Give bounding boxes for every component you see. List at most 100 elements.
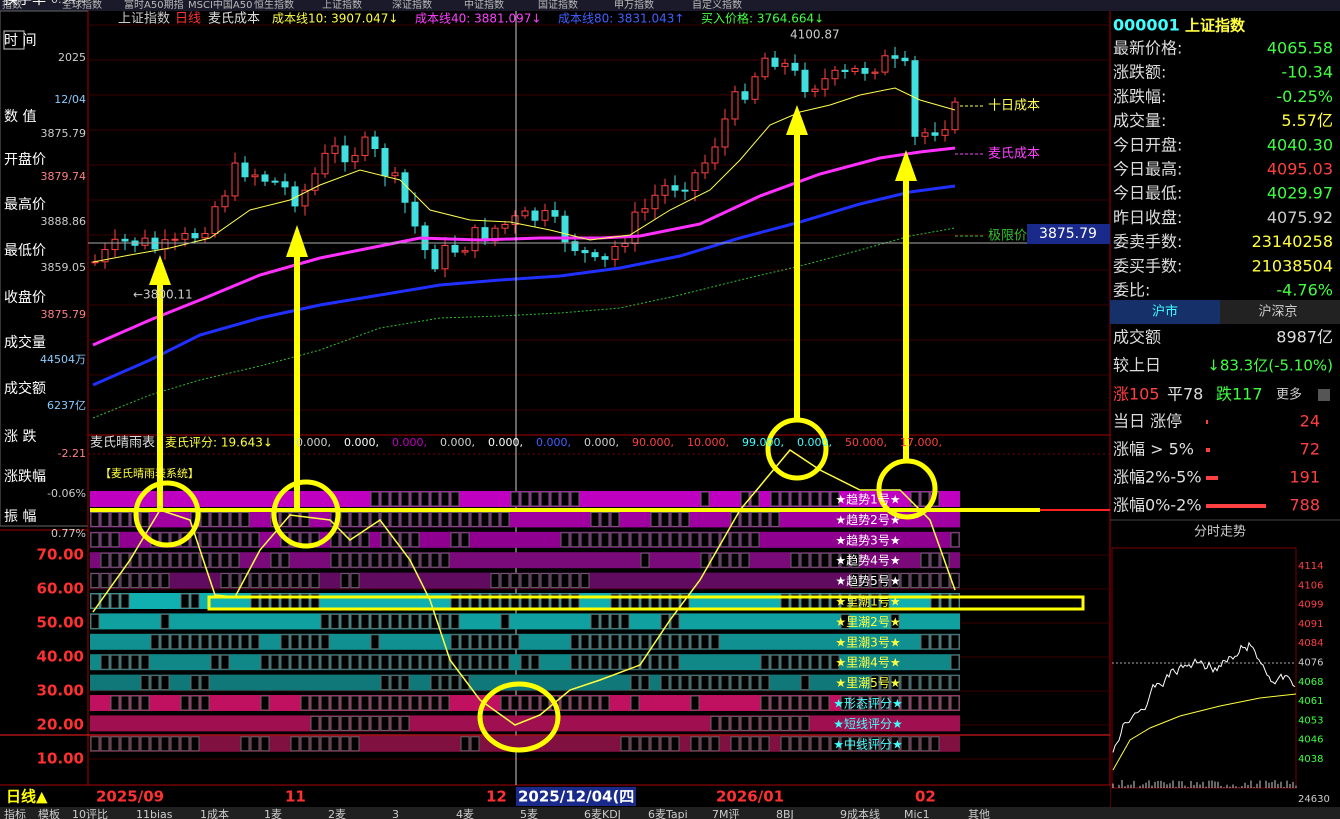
cell	[100, 552, 110, 568]
cell	[560, 532, 570, 548]
cell	[450, 675, 460, 691]
cell	[780, 491, 790, 507]
cell	[760, 511, 770, 527]
bottom-tab[interactable]: 5麦	[520, 808, 538, 819]
top-tab[interactable]: 申万指数	[614, 0, 654, 11]
market-tab[interactable]: 沪市	[1152, 304, 1178, 320]
info-value: 3879.74	[41, 170, 87, 183]
cell	[260, 654, 270, 670]
cell	[140, 511, 150, 527]
cell	[620, 736, 630, 752]
top-tab[interactable]: 富时A50期指	[124, 0, 184, 11]
top-tab[interactable]: 全球指数	[62, 0, 102, 11]
cell	[850, 736, 860, 752]
bottom-tab[interactable]: 其他	[968, 808, 990, 819]
bottom-tab[interactable]: 6麦KDJ	[584, 808, 621, 819]
cell	[410, 491, 420, 507]
info-value: 0.94%	[51, 0, 86, 6]
cell	[700, 634, 710, 650]
cell	[920, 736, 930, 752]
tab	[1220, 300, 1340, 324]
cell	[180, 552, 190, 568]
top-tab[interactable]: 国证指数	[538, 0, 578, 11]
cell	[410, 654, 420, 670]
bottom-tab[interactable]: 10评比	[72, 808, 108, 819]
chart-title: 上证指数	[118, 12, 170, 27]
bottom-tab[interactable]: 1成本	[200, 807, 229, 819]
top-tab[interactable]: MSCI中国A50	[188, 0, 252, 11]
bottom-tab[interactable]: 4麦	[456, 808, 474, 819]
cell	[890, 613, 900, 629]
cell	[590, 511, 600, 527]
bottom-tab[interactable]: 2麦	[328, 808, 346, 819]
cell	[400, 491, 410, 507]
cell	[300, 511, 310, 527]
bottom-tab[interactable]: 8BJ	[776, 808, 794, 819]
cell	[440, 695, 450, 711]
info-label: 涨 跌	[4, 429, 36, 445]
candle	[431, 249, 439, 270]
quote-value: 4075.92	[1267, 208, 1333, 227]
top-tab[interactable]: 上证指数	[322, 0, 362, 11]
mini-frame	[1111, 547, 1297, 789]
info-value: -0.06%	[47, 487, 86, 500]
cell	[390, 511, 400, 527]
cell	[270, 654, 280, 670]
mini-axis-label: 4076	[1298, 658, 1323, 669]
cell	[350, 736, 360, 752]
cell	[100, 654, 110, 670]
bottom-tab[interactable]: 模板	[38, 807, 60, 819]
cell	[380, 491, 390, 507]
bottom-tab[interactable]: 11bias	[136, 808, 173, 819]
cell	[630, 532, 640, 548]
cell	[370, 511, 380, 527]
cell	[800, 675, 810, 691]
bottom-tab[interactable]: 1麦	[264, 808, 282, 819]
cell	[630, 634, 640, 650]
cell	[450, 634, 460, 650]
cell	[510, 695, 520, 711]
candle	[101, 249, 109, 263]
bottom-tab[interactable]: 3	[392, 808, 399, 819]
bottom-tab[interactable]: 7M评	[712, 808, 740, 819]
bottom-tab[interactable]: 指标	[4, 807, 26, 819]
bottom-tab[interactable]: 6麦Tapi	[648, 808, 688, 819]
arrow-head	[286, 225, 308, 257]
cell	[680, 511, 690, 527]
top-tab[interactable]: 指数	[2, 0, 22, 11]
info-label: 收盘价	[4, 289, 46, 306]
market-tab[interactable]: 沪深京	[1258, 304, 1297, 320]
top-tab[interactable]: 中证指数	[464, 0, 504, 11]
top-tab[interactable]: 自定义指数	[692, 0, 742, 11]
cell	[130, 736, 140, 752]
y-tick-label: 40.00	[37, 648, 84, 666]
cell	[460, 675, 470, 691]
stat-value: 191	[1289, 468, 1320, 487]
cell	[380, 613, 390, 629]
cell	[350, 573, 360, 589]
cell	[150, 634, 160, 650]
cell	[750, 715, 760, 731]
row-label: ★趋势3号★	[835, 533, 900, 547]
top-tab[interactable]: 深证指数	[392, 0, 432, 11]
bottom-tab[interactable]: Mic1	[904, 808, 930, 819]
cell	[810, 491, 820, 507]
more-link[interactable]: 更多	[1276, 387, 1302, 403]
cell	[110, 593, 120, 609]
cell	[190, 634, 200, 650]
row-label: ★里潮3号★	[835, 634, 900, 649]
info-label: 振 幅	[4, 509, 36, 525]
cell	[340, 573, 350, 589]
top-tab[interactable]: 恒生指数	[254, 0, 294, 11]
cell	[390, 552, 400, 568]
cell	[310, 736, 320, 752]
cell	[400, 675, 410, 691]
cell	[660, 634, 670, 650]
cell	[380, 511, 390, 527]
cell	[420, 552, 430, 568]
cell	[910, 736, 920, 752]
cell	[590, 613, 600, 629]
bottom-tab[interactable]: 9成本线	[840, 807, 880, 819]
highlight-box	[207, 595, 1085, 611]
